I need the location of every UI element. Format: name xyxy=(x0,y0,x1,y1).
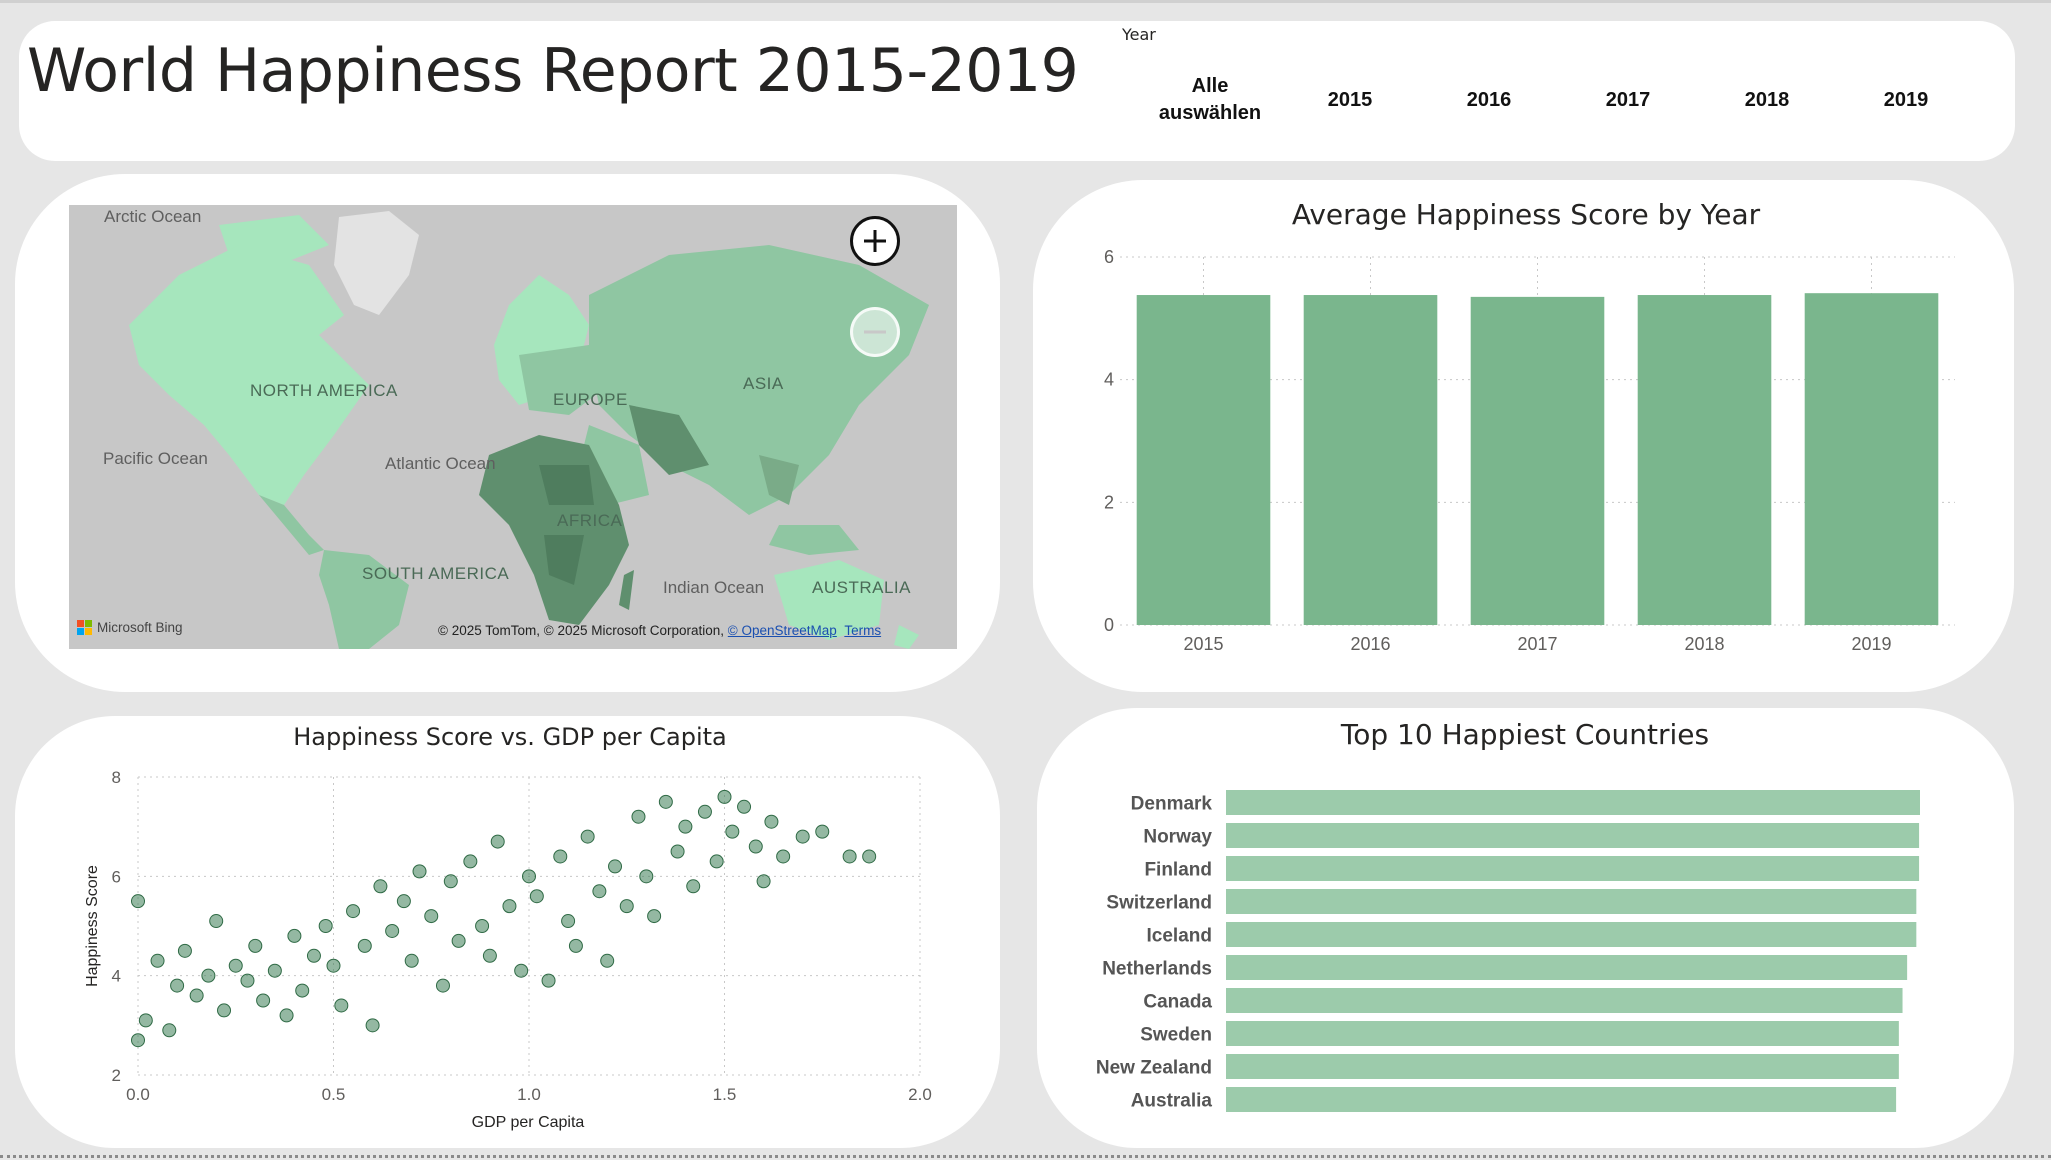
scatter-chart-title: Happiness Score vs. GDP per Capita xyxy=(293,723,727,751)
top10-chart-title: Top 10 Happiest Countries xyxy=(1340,718,1710,751)
microsoft-bing-logo: Microsoft Bing xyxy=(77,620,183,635)
slicer-item-select-all[interactable]: Alle auswählen xyxy=(1158,75,1262,124)
year-slicer-title: Year xyxy=(1122,25,1156,44)
map-attribution: © 2025 TomTom, © 2025 Microsoft Corporat… xyxy=(438,623,881,638)
map-canvas xyxy=(69,205,957,649)
microsoft-logo-icon xyxy=(77,620,92,635)
map-zoom-out-button[interactable] xyxy=(850,307,900,357)
world-map[interactable] xyxy=(69,205,957,649)
header-card xyxy=(19,21,2015,161)
plus-icon xyxy=(864,230,886,252)
year-chart-title: Average Happiness Score by Year xyxy=(1291,198,1761,231)
page-title: World Happiness Report 2015-2019 xyxy=(27,36,1079,106)
slicer-item-2018[interactable]: 2018 xyxy=(1744,88,1790,111)
year-bar-chart-card xyxy=(1033,180,2014,692)
map-label-atlantic-ocean: Atlantic Ocean xyxy=(385,454,496,473)
map-label-europe: EUROPE xyxy=(553,390,628,409)
map-label-north-america: NORTH AMERICA xyxy=(250,381,398,400)
map-label-arctic-ocean: Arctic Ocean xyxy=(104,207,202,226)
map-label-australia: AUSTRALIA xyxy=(812,578,911,597)
map-label-asia: ASIA xyxy=(743,374,784,393)
openstreetmap-link[interactable]: © OpenStreetMap xyxy=(727,623,837,638)
scatter-chart-card xyxy=(15,716,1000,1148)
map-zoom-in-button[interactable] xyxy=(850,216,900,266)
top10-chart-card xyxy=(1037,708,2014,1148)
slicer-item-2019[interactable]: 2019 xyxy=(1883,88,1929,111)
slicer-item-2017[interactable]: 2017 xyxy=(1605,88,1651,111)
slicer-item-2015[interactable]: 2015 xyxy=(1327,88,1373,111)
map-label-africa: AFRICA xyxy=(557,511,623,530)
terms-link[interactable]: Terms xyxy=(844,623,882,638)
map-label-indian-ocean: Indian Ocean xyxy=(663,578,765,597)
map-label-south-america: SOUTH AMERICA xyxy=(362,564,510,583)
map-label-pacific-ocean: Pacific Ocean xyxy=(103,449,208,468)
bing-label: Microsoft Bing xyxy=(97,620,183,635)
map-copyright-text: © 2025 TomTom, © 2025 Microsoft Corporat… xyxy=(438,623,725,638)
minus-icon xyxy=(864,330,886,334)
slicer-item-2016[interactable]: 2016 xyxy=(1466,88,1512,111)
